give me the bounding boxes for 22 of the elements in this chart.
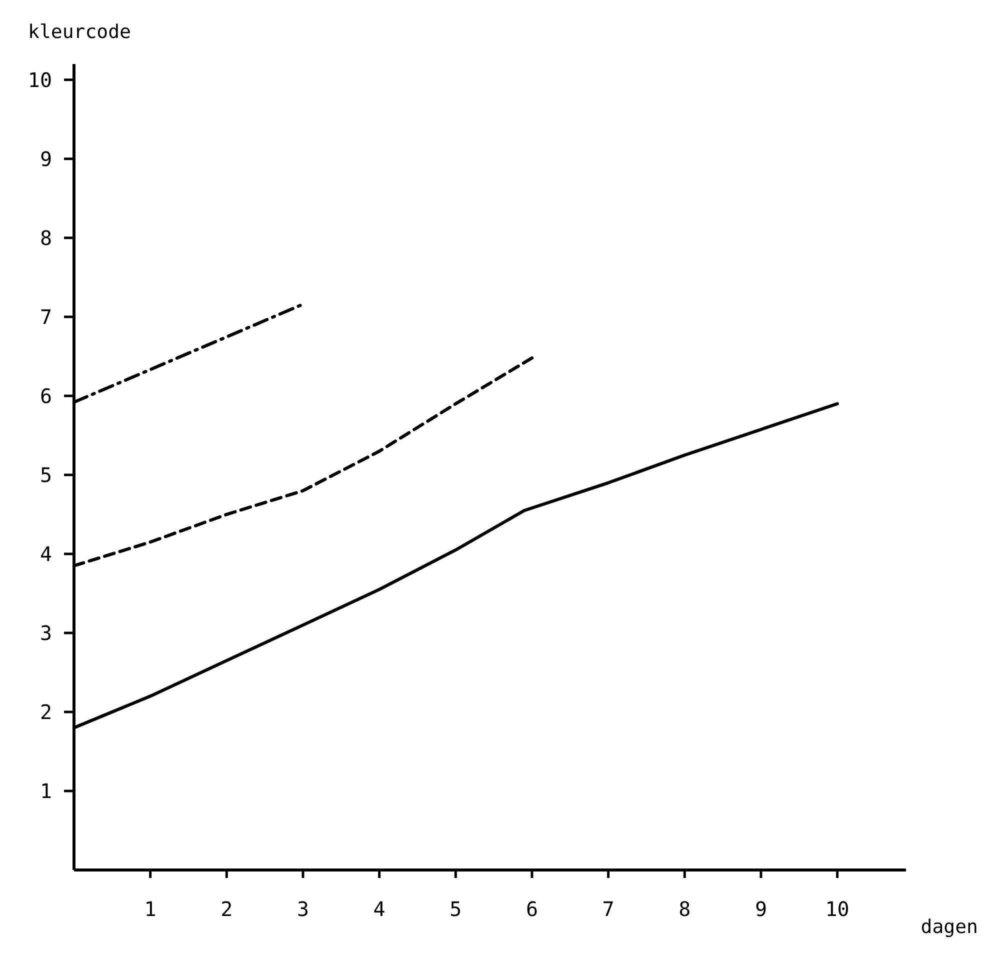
x-tick-label: 1 <box>144 897 156 921</box>
y-tick-label: 6 <box>40 384 52 408</box>
x-tick-label: 7 <box>602 897 614 921</box>
y-tick-label: 7 <box>40 304 52 329</box>
y-tick-label: 2 <box>40 700 52 724</box>
x-tick-label: 6 <box>526 897 538 921</box>
x-tick-label: 5 <box>450 897 462 921</box>
y-tick-label: 3 <box>40 620 52 645</box>
x-tick-label: 4 <box>373 897 386 921</box>
y-tick-label: 8 <box>40 226 52 250</box>
y-tick-label: 4 <box>40 542 52 566</box>
x-tick-label: 3 <box>296 897 310 921</box>
x-tick-label: 8 <box>678 897 691 921</box>
y-tick-label: 9 <box>40 146 52 171</box>
y-tick-label: 1 <box>40 778 52 803</box>
y-tick-label: 10 <box>28 68 52 92</box>
y-tick-label: 5 <box>40 462 52 487</box>
x-tick-label: 10 <box>825 897 850 921</box>
y-axis-title: kleurcode <box>28 21 131 43</box>
x-axis-title: dagen <box>920 916 978 938</box>
x-tick-label: 9 <box>754 897 767 921</box>
x-tick-label: 2 <box>220 897 233 921</box>
